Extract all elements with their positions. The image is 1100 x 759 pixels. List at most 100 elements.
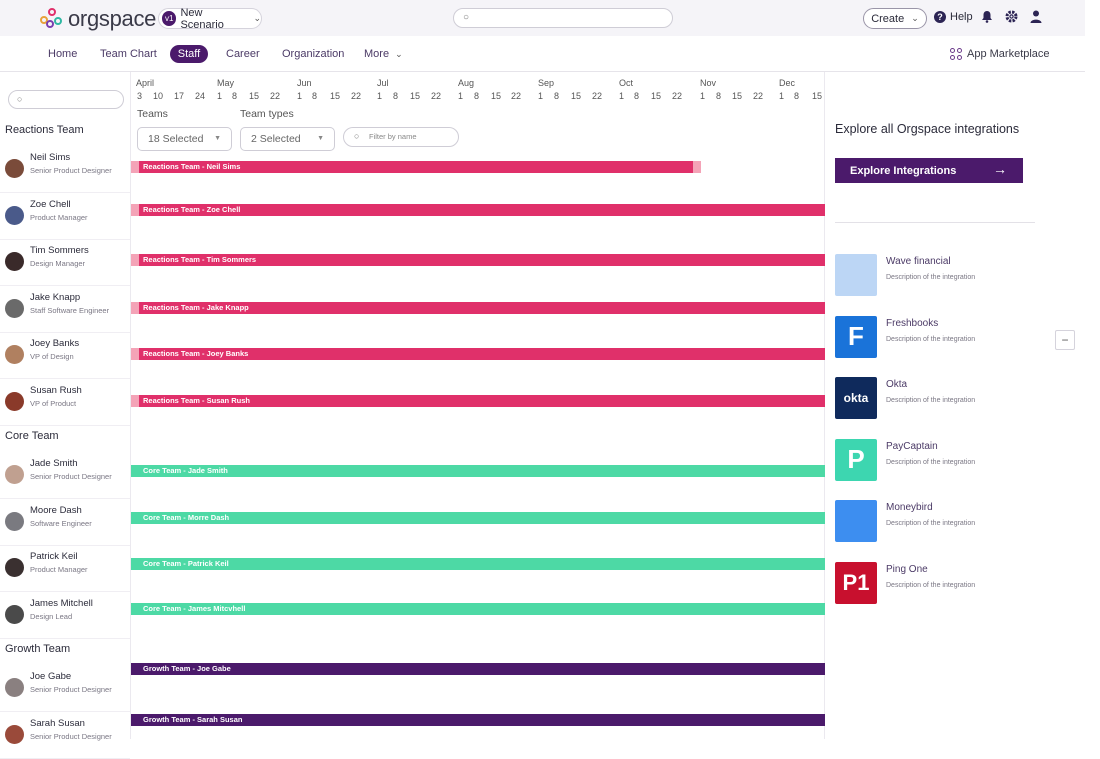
person-row[interactable]: Moore Dash Software Engineer	[0, 500, 130, 546]
person-role: Product Manager	[30, 212, 88, 222]
search-icon: ○	[354, 131, 360, 141]
person-row[interactable]: Tim Sommers Design Manager	[0, 240, 130, 286]
person-row[interactable]: James Mitchell Design Lead	[0, 593, 130, 639]
person-row[interactable]: Susan Rush VP of Product	[0, 380, 130, 426]
avatar	[5, 205, 24, 225]
person-name: Sarah Susan	[30, 717, 85, 729]
nav-team-chart[interactable]: Team Chart	[100, 48, 157, 60]
assignment-bar[interactable]: Core Team - James Mitcvhell	[131, 603, 825, 615]
integration-item[interactable]: P PayCaptain Description of the integratio…	[835, 438, 1035, 481]
integration-item[interactable]: okta Okta Description of the integration	[835, 377, 1035, 419]
create-button[interactable]: Create ⌄	[863, 8, 927, 29]
assignment-bar[interactable]: Growth Team - Joe Gabe	[131, 663, 825, 675]
day-label: 1	[377, 91, 383, 101]
day-label: 1	[297, 91, 303, 101]
bar-start-marker	[131, 204, 139, 216]
person-row[interactable]: Sarah Susan Senior Product Designer	[0, 713, 130, 759]
integrations-panel: Explore all Orgspace integrations Explor…	[825, 72, 1043, 739]
integration-description: Description of the integration	[886, 458, 976, 466]
staff-timeline: April May Jun Jul Aug Sep Oct Nov Dec 3 10 17 24 1 8 1…	[131, 72, 825, 739]
day-label: 15	[249, 91, 260, 101]
explore-integrations-button[interactable]: Explore Integrations →	[835, 158, 1023, 183]
bar-label: Reactions Team - Susan Rush	[143, 396, 250, 405]
day-label: 10	[153, 91, 164, 101]
person-row[interactable]: Jade Smith Senior Product Designer	[0, 453, 130, 499]
person-row[interactable]: Zoe Chell Product Manager	[0, 194, 130, 240]
day-label: 8	[393, 91, 399, 101]
collapse-button[interactable]: −	[1055, 330, 1075, 350]
person-role: Software Engineer	[30, 518, 92, 528]
nav-home[interactable]: Home	[48, 48, 78, 60]
assignment-bar[interactable]: Reactions Team - Jake Knapp	[131, 302, 825, 314]
assignment-bar[interactable]: Core Team - Morre Dash	[131, 512, 825, 524]
user-icon[interactable]	[1030, 10, 1042, 26]
app-name: orgspace	[68, 6, 157, 31]
day-label: 15	[732, 91, 743, 101]
avatar	[5, 345, 24, 364]
person-name: Jake Knapp	[30, 291, 81, 303]
person-row[interactable]: Jake Knapp Staff Software Engineer	[0, 287, 130, 333]
avatar	[5, 511, 24, 531]
app-marketplace-link[interactable]: App Marketplace	[950, 48, 1050, 60]
avatar	[5, 159, 24, 178]
assignment-bar[interactable]: Growth Team - Sarah Susan	[131, 714, 825, 726]
person-row[interactable]: Neil Sims Senior Product Designer	[0, 147, 130, 193]
app-logo[interactable]: orgspace	[40, 6, 156, 32]
filter-placeholder: Filter by name	[369, 132, 417, 141]
assignment-bar[interactable]: Reactions Team - Joey Banks	[131, 348, 825, 360]
month-label: Dec	[779, 78, 796, 88]
bar-label: Reactions Team - Neil Sims	[143, 162, 241, 171]
person-name: Jade Smith	[30, 458, 78, 469]
person-row[interactable]: Joe Gabe Senior Product Designer	[0, 666, 130, 712]
assignment-bar[interactable]: Core Team - Jade Smith	[131, 465, 825, 477]
moneybird-logo-icon	[835, 500, 877, 542]
person-role: Product Manager	[30, 565, 88, 574]
month-label: May	[217, 78, 235, 88]
nav-career[interactable]: Career	[226, 48, 260, 60]
month-label: Nov	[700, 78, 717, 88]
gear-icon[interactable]	[1005, 10, 1018, 26]
assignment-bar[interactable]: Reactions Team - Susan Rush	[131, 395, 825, 407]
person-name: Moore Dash	[30, 504, 82, 516]
day-label: 8	[554, 91, 560, 101]
global-search-input[interactable]: ○	[453, 8, 673, 28]
integration-item[interactable]: P1 Ping One Description of the integration	[835, 561, 1035, 604]
teams-filter-label: Teams	[137, 108, 168, 120]
day-label: 15	[491, 91, 502, 101]
assignment-bar[interactable]: Core Team - Patrick Keil	[131, 558, 825, 570]
filter-by-name-input[interactable]: ○ Filter by name	[343, 127, 459, 147]
assignment-bar[interactable]: Reactions Team - Zoe Chell	[131, 204, 825, 216]
assignment-bar[interactable]: Reactions Team - Tim Sommers	[131, 254, 825, 266]
nav-more[interactable]: More ⌄	[364, 48, 403, 60]
person-role: Design Manager	[30, 259, 86, 268]
people-search-input[interactable]: ○	[8, 90, 124, 109]
avatar	[5, 678, 24, 697]
bar-label: Reactions Team - Joey Banks	[143, 349, 249, 358]
help-icon: ?	[934, 11, 946, 23]
person-row[interactable]: Joey Banks VP of Design	[0, 333, 130, 379]
assignment-bar[interactable]: Reactions Team - Neil Sims	[131, 161, 701, 173]
nav-organization[interactable]: Organization	[282, 48, 345, 60]
teams-filter-select[interactable]: 18 Selected ▼	[137, 127, 232, 151]
bell-icon[interactable]	[981, 10, 993, 26]
bar-start-marker	[131, 348, 139, 360]
person-name: James Mitchell	[30, 597, 93, 609]
integration-item[interactable]: F Freshbooks Description of the integratio…	[835, 315, 1035, 358]
person-name: Joey Banks	[30, 338, 80, 349]
month-label: April	[136, 78, 155, 88]
help-link[interactable]: ? Help	[934, 11, 973, 23]
people-list-panel: ○ Reactions Team Neil Sims Senior Product …	[0, 72, 131, 759]
month-label: Jul	[377, 78, 389, 88]
day-label: 15	[571, 91, 582, 101]
create-label: Create	[871, 12, 905, 25]
marketplace-label: App Marketplace	[967, 48, 1050, 60]
chevron-down-icon: ⌄	[911, 13, 919, 23]
person-row[interactable]: Patrick Keil Product Manager	[0, 546, 130, 592]
team-types-filter-select[interactable]: 2 Selected ▼	[240, 127, 335, 151]
integration-item[interactable]: Wave financial Description of the integra…	[835, 254, 1035, 296]
scenario-selector[interactable]: v1 New Scenario ⌄	[158, 7, 262, 31]
nav-staff[interactable]: Staff	[170, 45, 208, 63]
integration-item[interactable]: Moneybird Description of the integration	[835, 500, 1035, 542]
month-label: Aug	[458, 78, 475, 88]
arrow-right-icon: →	[993, 161, 1007, 177]
